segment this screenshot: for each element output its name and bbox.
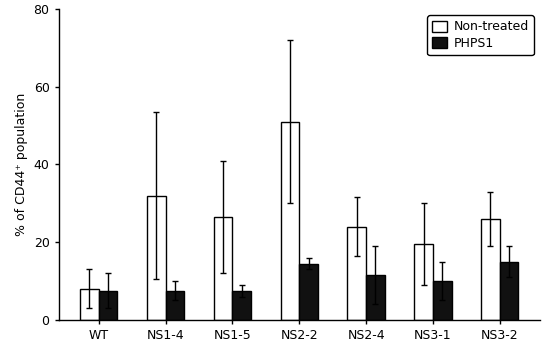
Bar [500,262,518,320]
Bar [281,122,299,320]
Bar [232,291,251,320]
Bar [165,291,184,320]
Bar [299,264,318,320]
Bar [348,227,366,320]
Bar [80,289,98,320]
Bar [433,281,452,320]
Bar [366,275,385,320]
Bar [214,217,232,320]
Bar [147,195,165,320]
Bar [98,291,118,320]
Y-axis label: % of CD44⁺ population: % of CD44⁺ population [15,93,28,236]
Bar [414,244,433,320]
Bar [481,219,500,320]
Legend: Non-treated, PHPS1: Non-treated, PHPS1 [427,16,534,55]
